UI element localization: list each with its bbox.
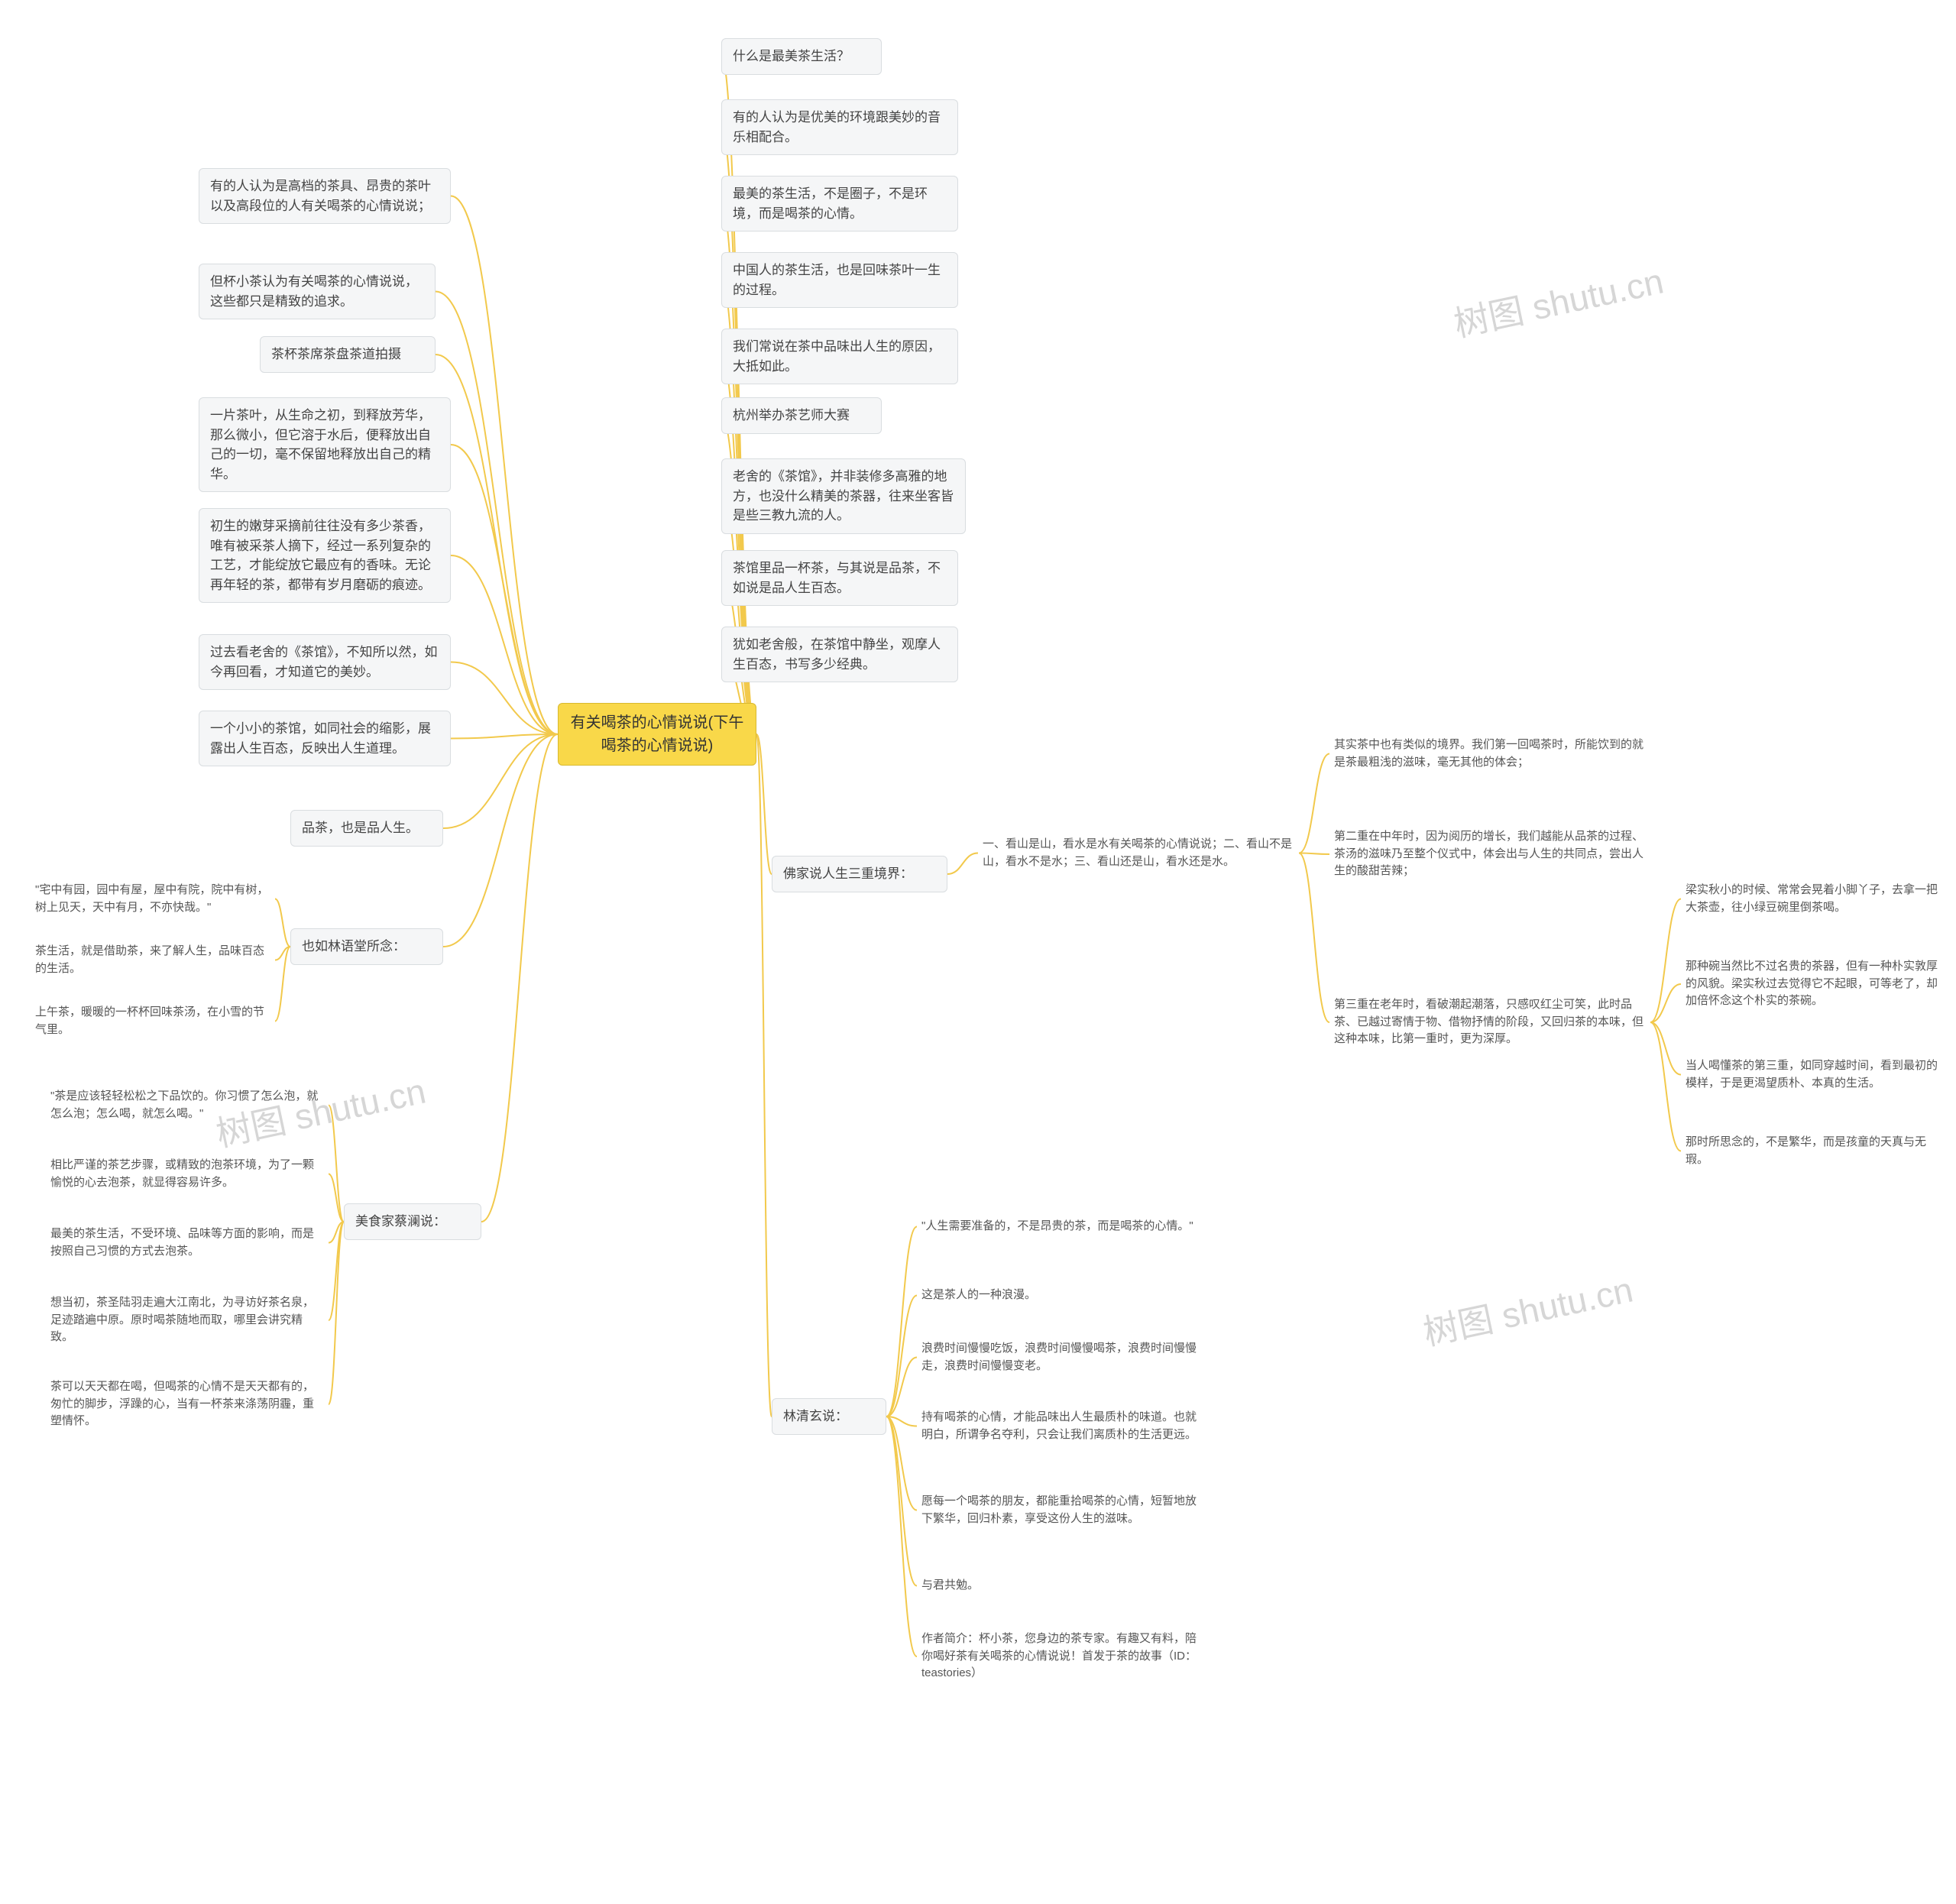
- r11-child-4: 愿每一个喝茶的朋友，都能重拾喝茶的心情，短暂地放下繁华，回归朴素，享受这份人生的…: [917, 1490, 1207, 1530]
- edge: [886, 1417, 917, 1586]
- right-box-3: 中国人的茶生活，也是回味茶叶一生的过程。: [721, 252, 958, 308]
- watermark: 树图 shutu.cn: [1418, 1262, 1637, 1356]
- edge: [436, 292, 558, 735]
- r10a3-child-2: 当人喝懂茶的第三重，如同穿越时间，看到最初的模样，于是更渴望质朴、本真的生活。: [1681, 1054, 1948, 1095]
- edge: [1299, 853, 1329, 1023]
- right-box-9: 佛家说人生三重境界：: [772, 856, 947, 892]
- r11-child-6: 作者简介：杯小茶，您身边的茶专家。有趣又有料，陪你喝好茶有关喝茶的心情说说！首发…: [917, 1627, 1207, 1685]
- r10a3-child-0: 梁实秋小的时候、常常会晃着小脚丫子，去拿一把大茶壶，往小绿豆碗里倒茶喝。: [1681, 879, 1948, 919]
- l9-child-2: 上午茶，暖暖的一杯杯回味茶汤，在小雪的节气里。: [31, 1001, 275, 1041]
- edge: [886, 1227, 917, 1417]
- left-box-5: 过去看老舍的《茶馆》，不知所以然，如今再回看，才知道它的美妙。: [199, 634, 451, 690]
- edge: [451, 662, 558, 735]
- root-node: 有关喝茶的心情说说(下午喝茶的心情说说): [558, 703, 756, 766]
- edge: [443, 734, 558, 828]
- watermark: 树图 shutu.cn: [1449, 254, 1667, 348]
- edge: [947, 853, 978, 875]
- edge: [756, 734, 772, 874]
- edge: [1650, 1022, 1681, 1075]
- left-box-8: 也如林语堂所念：: [290, 928, 443, 965]
- l9-child-1: 茶生活，就是借助茶，来了解人生，品味百态的生活。: [31, 940, 275, 980]
- mindmap-canvas: 有关喝茶的心情说说(下午喝茶的心情说说) 什么是最美茶生活？ 有的人认为是优美的环境…: [0, 0, 1956, 1904]
- l9-child-0: "宅中有园，园中有屋，屋中有院，院中有树，树上见天，天中有月，不亦快哉。": [31, 879, 275, 919]
- edge: [451, 445, 558, 734]
- edge: [329, 1106, 344, 1222]
- edge: [886, 1417, 917, 1511]
- left-box-2: 茶杯茶席茶盘茶道拍摄: [260, 336, 436, 373]
- r10a-child-2: 第三重在老年时，看破潮起潮落，只感叹红尘可笑，此时品茶、已越过寄情于物、借物抒情…: [1329, 993, 1650, 1051]
- edge: [275, 947, 290, 1022]
- edge: [451, 555, 558, 734]
- edge: [451, 734, 558, 739]
- r11-child-3: 持有喝茶的心情，才能品味出人生最质朴的味道。也就明白，所谓争名夺利，只会让我们离…: [917, 1406, 1207, 1446]
- left-box-7: 品茶，也是品人生。: [290, 810, 443, 847]
- l10-child-0: "茶是应该轻轻松松之下品饮的。你习惯了怎么泡，就怎么泡；怎么喝，就怎么喝。": [46, 1085, 329, 1125]
- edge: [443, 734, 558, 947]
- right-box-10: 林清玄说：: [772, 1398, 886, 1435]
- r10a3-child-3: 那时所思念的，不是繁华，而是孩童的天真与无瑕。: [1681, 1131, 1948, 1171]
- edge: [329, 1222, 344, 1243]
- edge: [275, 947, 290, 960]
- left-box-3: 一片茶叶，从生命之初，到释放芳华，那么微小，但它溶于水后，便释放出自己的一切，毫…: [199, 397, 451, 492]
- r10a-child-1: 第二重在中年时，因为阅历的增长，我们越能从品茶的过程、茶汤的滋味乃至整个仪式中，…: [1329, 825, 1650, 883]
- left-box-4: 初生的嫩芽采摘前往往没有多少茶香，唯有被采茶人摘下，经过一系列复杂的工艺，才能绽…: [199, 508, 451, 603]
- right-box-6: 老舍的《茶馆》，并非装修多高雅的地方，也没什么精美的茶器，往来坐客皆是些三教九流…: [721, 458, 966, 534]
- right-box-7: 茶馆里品一杯茶，与其说是品茶，不如说是品人生百态。: [721, 550, 958, 606]
- edge: [436, 355, 558, 734]
- edge: [886, 1358, 917, 1417]
- edge: [451, 196, 558, 735]
- left-box-1: 但杯小茶认为有关喝茶的心情说说，这些都只是精致的追求。: [199, 264, 436, 319]
- edge: [481, 734, 558, 1222]
- edge: [329, 1174, 344, 1222]
- right-box-0: 什么是最美茶生活？: [721, 38, 882, 75]
- edge: [275, 899, 290, 947]
- edge: [1299, 754, 1329, 853]
- left-box-9: 美食家蔡澜说：: [344, 1203, 481, 1240]
- edge: [329, 1222, 344, 1320]
- right-box-5: 杭州举办茶艺师大赛: [721, 397, 882, 434]
- right-box-4: 我们常说在茶中品味出人生的原因，大抵如此。: [721, 329, 958, 384]
- edge: [886, 1296, 917, 1417]
- l10-child-4: 茶可以天天都在喝，但喝茶的心情不是天天都有的，匆忙的脚步，浮躁的心，当有一杯茶来…: [46, 1375, 329, 1433]
- right-box-1: 有的人认为是优美的环境跟美妙的音乐相配合。: [721, 99, 958, 155]
- r10a-child-0: 其实茶中也有类似的境界。我们第一回喝茶时，所能饮到的就是茶最粗浅的滋味，毫无其他…: [1329, 733, 1650, 774]
- left-box-0: 有的人认为是高档的茶具、昂贵的茶叶以及高段位的人有关喝茶的心情说说；: [199, 168, 451, 224]
- edge: [1650, 1022, 1681, 1151]
- l10-child-1: 相比严谨的茶艺步骤，或精致的泡茶环境，为了一颗愉悦的心去泡茶，就显得容易许多。: [46, 1154, 329, 1194]
- l10-child-3: 想当初，茶圣陆羽走遍大江南北，为寻访好茶名泉，足迹踏遍中原。原时喝茶随地而取，哪…: [46, 1291, 329, 1349]
- edge: [329, 1222, 344, 1404]
- edge: [1650, 899, 1681, 1023]
- left-box-6: 一个小小的茶馆，如同社会的缩影，展露出人生百态，反映出人生道理。: [199, 711, 451, 766]
- r10a3-child-1: 那种碗当然比不过名贵的茶器，但有一种朴实敦厚的风貌。梁实秋过去觉得它不起眼，可等…: [1681, 955, 1948, 1013]
- edge: [756, 734, 772, 1417]
- edge: [886, 1417, 917, 1426]
- r11-child-0: "人生需要准备的，不是昂贵的茶，而是喝茶的心情。": [917, 1215, 1207, 1239]
- r11-child-5: 与君共勉。: [917, 1574, 1070, 1598]
- edge: [886, 1417, 917, 1656]
- edge: [1650, 984, 1681, 1022]
- edge: [1299, 853, 1329, 855]
- l10-child-2: 最美的茶生活，不受环境、品味等方面的影响，而是按照自己习惯的方式去泡茶。: [46, 1222, 329, 1263]
- r11-child-1: 这是茶人的一种浪漫。: [917, 1284, 1123, 1307]
- r11-child-2: 浪费时间慢慢吃饭，浪费时间慢慢喝茶，浪费时间慢慢走，浪费时间慢慢变老。: [917, 1337, 1207, 1378]
- right-box-2: 最美的茶生活，不是圈子，不是环境，而是喝茶的心情。: [721, 176, 958, 232]
- r10-child-0: 一、看山是山，看水是水有关喝茶的心情说说；二、看山不是山，看水不是水；三、看山还…: [978, 833, 1299, 873]
- right-box-8: 犹如老舍般，在茶馆中静坐，观摩人生百态，书写多少经典。: [721, 627, 958, 682]
